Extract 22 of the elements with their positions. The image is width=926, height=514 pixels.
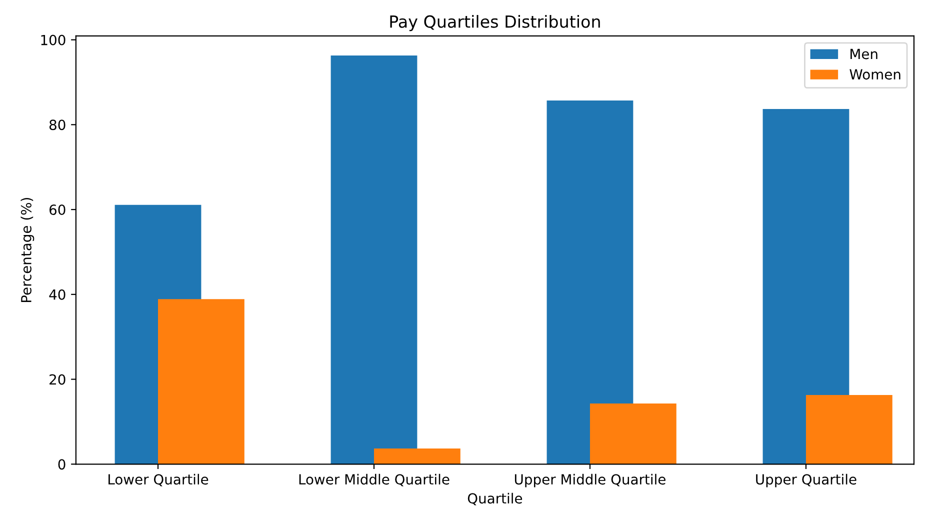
bar (158, 299, 244, 464)
legend-label: Women (850, 69, 900, 80)
bar (374, 448, 460, 464)
x-axis-title: Quartile (468, 492, 522, 506)
y-tick-label: 60 (50, 204, 66, 216)
y-tick-label: 80 (49, 120, 66, 130)
y-tick-label: 40 (49, 289, 66, 300)
y-axis-title: Percentage (%) (20, 198, 34, 302)
y-tick-label: 20 (50, 374, 66, 385)
y-tick-label: 0 (58, 459, 66, 470)
x-tick-label: Lower Quartile (108, 474, 208, 486)
x-tick-label: Lower Middle Quartile (299, 474, 450, 486)
legend-label: Men (850, 48, 878, 60)
bar (762, 108, 850, 464)
bar (590, 403, 676, 464)
bar (806, 394, 892, 464)
x-tick-label: Upper Quartile (756, 474, 856, 488)
y-tick-label: 100 (41, 34, 66, 46)
chart-title: Pay Quartiles Distribution (390, 14, 600, 32)
bar (330, 56, 418, 464)
x-tick-label: Upper Middle Quartile (514, 474, 666, 488)
bar (546, 100, 634, 464)
